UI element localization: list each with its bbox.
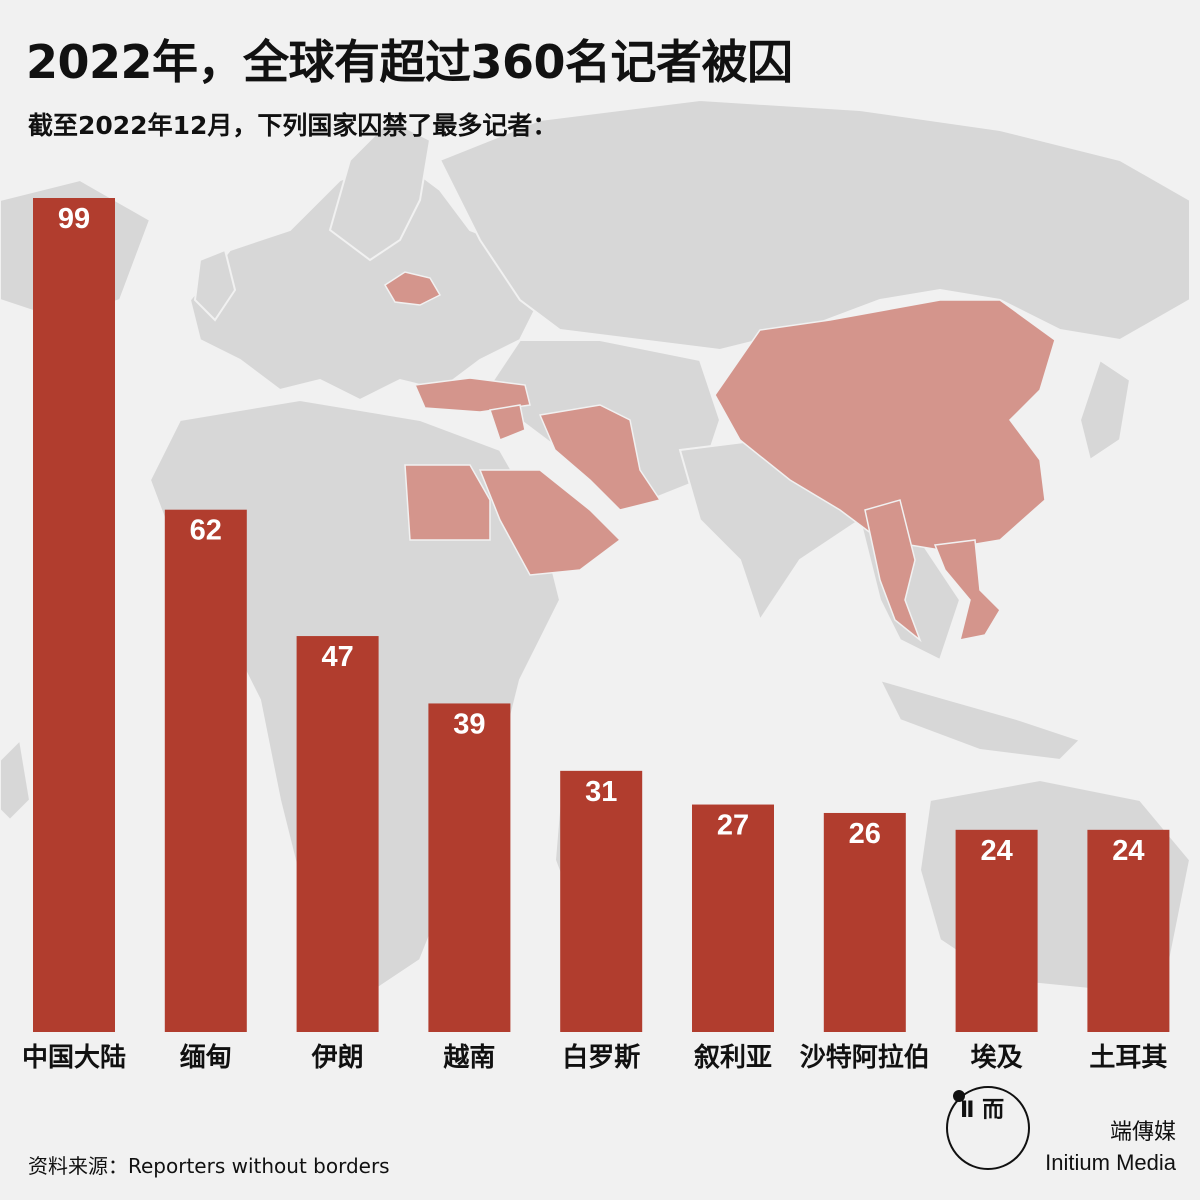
category-label: 埃及 xyxy=(971,1043,1023,1073)
brand-logo-circle xyxy=(946,1086,1030,1170)
bar-value-label: 47 xyxy=(321,641,353,673)
source-note: 资料来源：Reporters without borders xyxy=(28,1154,390,1178)
category-label: 叙利亚 xyxy=(694,1043,772,1073)
bar-value-label: 27 xyxy=(717,810,749,842)
brand-name-en: Initium Media xyxy=(1045,1150,1176,1175)
bar xyxy=(1087,829,1170,1032)
category-label: 伊朗 xyxy=(311,1043,364,1073)
bar xyxy=(33,198,115,1032)
bar-value-label: 99 xyxy=(58,203,90,235)
bar xyxy=(560,770,643,1032)
category-label: 缅甸 xyxy=(180,1042,232,1073)
category-label: 土耳其 xyxy=(1089,1043,1167,1073)
category-label: 中国大陆 xyxy=(22,1042,126,1073)
bar xyxy=(428,703,511,1032)
chart-subtitle: 截至2022年12月，下列国家囚禁了最多记者： xyxy=(28,111,558,140)
bar-value-label: 24 xyxy=(980,835,1012,867)
bar xyxy=(692,804,774,1032)
bar-value-label: 62 xyxy=(190,515,222,547)
bar-value-label: 39 xyxy=(453,708,485,740)
category-label: 白罗斯 xyxy=(562,1042,640,1073)
brand-name-cn: 端傳媒 xyxy=(1109,1120,1176,1145)
bar-value-label: 24 xyxy=(1112,835,1144,867)
bar-value-label: 31 xyxy=(585,776,617,808)
bar xyxy=(164,509,247,1032)
chart-title: 2022年，全球有超过360名记者被囚 xyxy=(26,35,793,89)
bar xyxy=(296,636,379,1032)
brand-logo-glyph: Ⅱ 而 xyxy=(960,1098,1005,1123)
bar-value-label: 26 xyxy=(849,818,881,850)
category-label: 沙特阿拉伯 xyxy=(800,1042,930,1073)
brand-logo-dot xyxy=(953,1090,965,1102)
category-label: 越南 xyxy=(443,1043,495,1073)
bar xyxy=(823,812,906,1032)
bar xyxy=(955,829,1038,1032)
